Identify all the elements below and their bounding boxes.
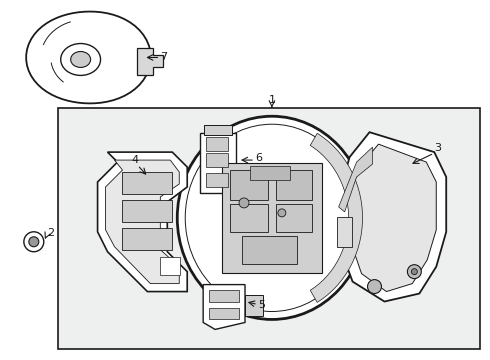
Bar [58,108,480,349]
Polygon shape [137,48,163,75]
Polygon shape [105,160,179,284]
Text: 4: 4 [132,155,139,165]
Bar [122,200,172,222]
Text: 3: 3 [434,143,441,153]
Ellipse shape [239,198,249,208]
Text: 1: 1 [269,95,275,105]
Bar [160,257,180,275]
Bar [204,125,232,135]
Bar [206,153,228,167]
Bar [230,204,268,232]
Bar [276,204,312,232]
Polygon shape [200,133,236,193]
Bar [250,166,290,180]
Polygon shape [98,152,187,292]
Bar [245,294,263,316]
Ellipse shape [177,116,367,319]
Ellipse shape [71,51,91,67]
Polygon shape [310,133,363,302]
Bar [230,170,268,200]
Bar [206,137,228,151]
Polygon shape [26,12,151,103]
Ellipse shape [24,232,44,252]
Polygon shape [203,285,245,329]
Ellipse shape [185,124,359,311]
Text: 5: 5 [258,300,265,310]
Ellipse shape [61,44,100,75]
Ellipse shape [29,237,39,247]
Bar [122,228,172,250]
Polygon shape [340,132,446,302]
Bar [206,173,228,187]
Bar [122,172,172,194]
Ellipse shape [412,269,417,275]
Text: 2: 2 [47,228,54,238]
Ellipse shape [278,209,286,217]
Ellipse shape [368,280,382,293]
Bar [337,217,352,247]
Bar [209,289,239,302]
Bar [276,170,312,200]
Bar [222,163,322,273]
Text: 7: 7 [160,53,168,63]
Bar [242,236,297,264]
Polygon shape [339,147,372,212]
Text: 6: 6 [255,153,262,163]
Polygon shape [350,144,436,292]
Ellipse shape [407,265,421,279]
Bar [209,307,239,319]
